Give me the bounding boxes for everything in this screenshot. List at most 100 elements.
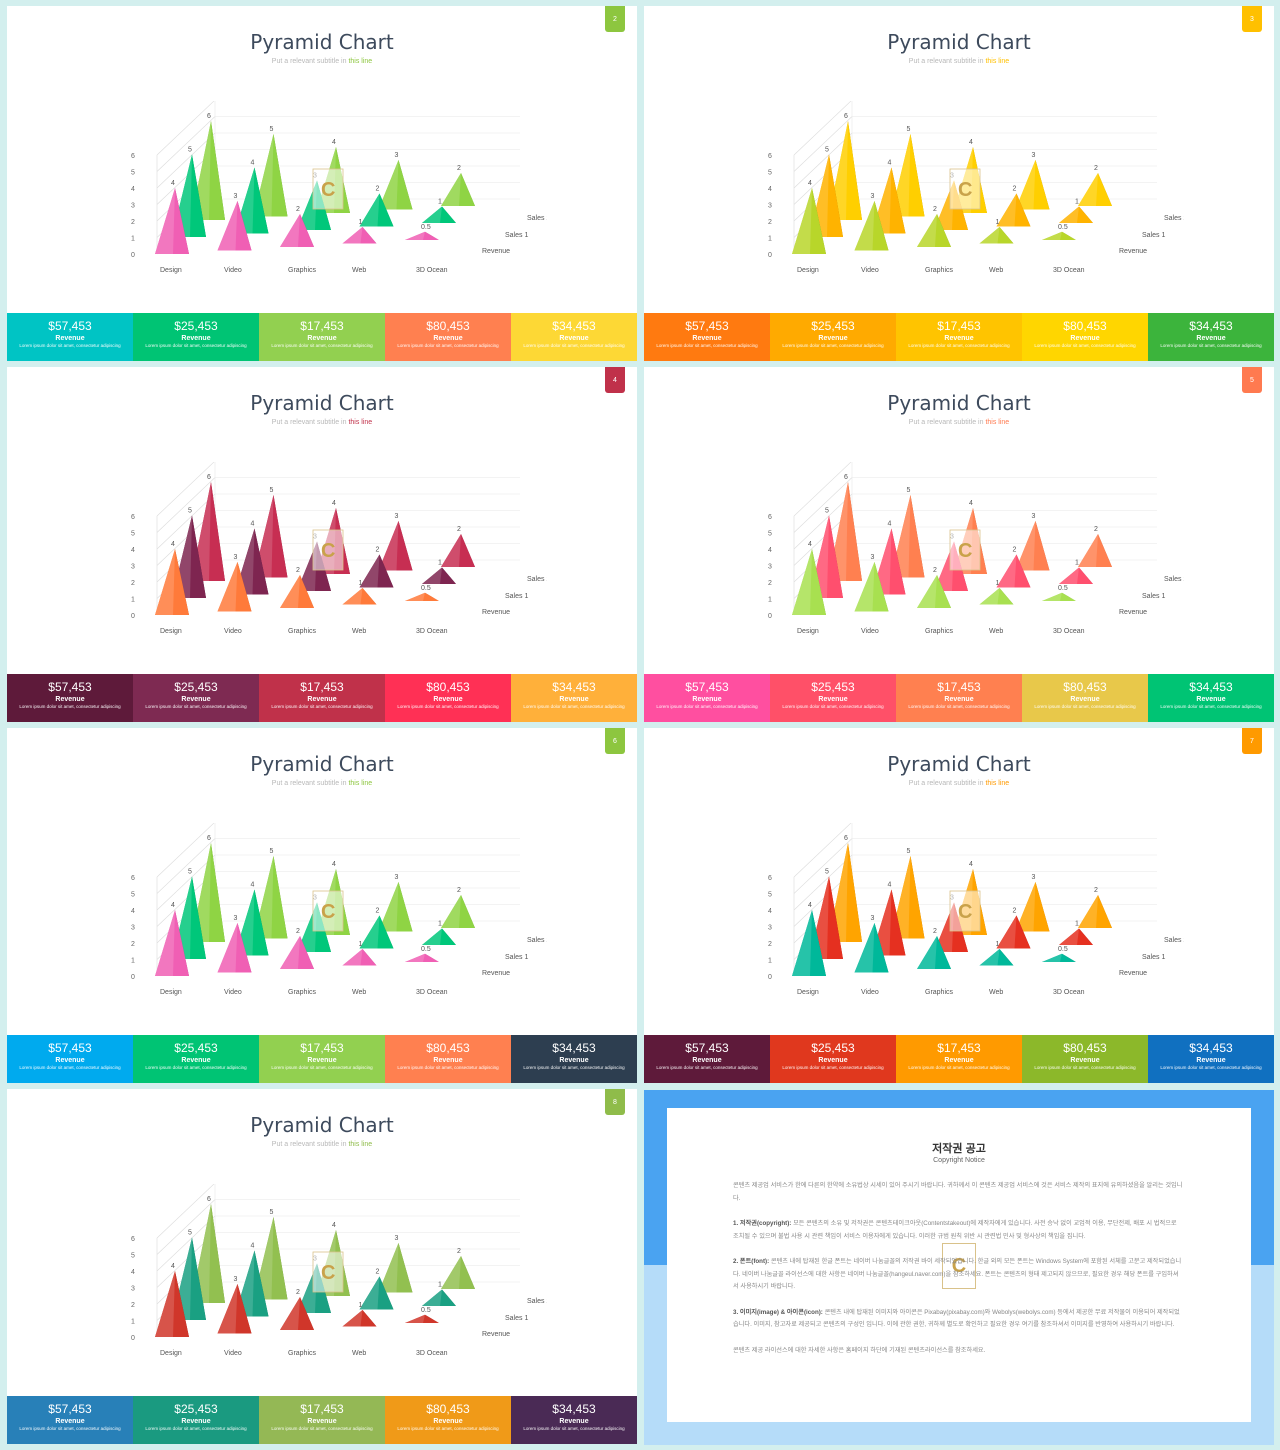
y-tick-label: 5 [131, 1253, 135, 1260]
pyramid-highlight [996, 193, 1017, 227]
x-tick-label: Web [352, 1350, 366, 1357]
stat-label: Revenue [944, 335, 974, 342]
y-tick-label: 1 [131, 958, 135, 965]
copyright-notice-slide: 저작권 공고 Copyright Notice C 콘텐츠 제공업 서비스가 한… [644, 1090, 1274, 1445]
data-label: 5 [188, 508, 192, 515]
data-label: 4 [888, 160, 892, 167]
y-tick-label: 2 [768, 580, 772, 587]
y-tick-label: 2 [768, 219, 772, 226]
data-label: 5 [825, 508, 829, 515]
pyramid-highlight [792, 188, 812, 254]
grid-line [793, 477, 853, 533]
x-tick-label: Video [224, 1350, 242, 1357]
data-label: 2 [933, 567, 937, 574]
pyramid-highlight [342, 227, 363, 244]
stats-strip: $57,453 Revenue Lorem ipsum dolor sit amet… [644, 1035, 1274, 1083]
series-label: Revenue [482, 1331, 510, 1338]
data-label: 5 [270, 487, 274, 494]
pyramid-highlight [405, 953, 425, 962]
stat-value: $57,453 [48, 680, 92, 694]
series-label: Sales 1 [505, 232, 528, 239]
data-label: 3 [234, 915, 238, 922]
grid-line [156, 101, 215, 156]
pyramid-highlight [979, 949, 1000, 966]
stat-description: Lorem ipsum dolor sit amet, consectetur … [908, 1065, 1010, 1070]
x-tick-label: Video [861, 267, 879, 274]
slide-number-badge: 5 [1242, 367, 1262, 393]
stat-description: Lorem ipsum dolor sit amet, consectetur … [397, 1065, 499, 1070]
pyramid-highlight [1078, 895, 1098, 928]
pyramid-highlight [378, 1243, 399, 1293]
data-label: 4 [171, 902, 175, 909]
notice-para-1-head: 1. 저작권(copyright): [733, 1220, 792, 1227]
stat-description: Lorem ipsum dolor sit amet, consectetur … [782, 343, 884, 348]
data-label: 4 [332, 1222, 336, 1229]
stat-value: $80,453 [426, 680, 470, 694]
stat-label: Revenue [307, 335, 337, 342]
pyramid-highlight [1015, 882, 1036, 932]
data-label: 0.5 [421, 946, 431, 953]
data-label: 3 [1032, 513, 1036, 520]
slide-title: Pyramid Chart [887, 752, 1031, 776]
grid-line [793, 101, 852, 156]
data-label: 1 [438, 921, 442, 928]
pyramid-chart-slide: 6 Pyramid Chart Put a relevant subtitle in… [7, 728, 637, 1083]
data-label: 0.5 [421, 224, 431, 231]
x-tick-label: Web [989, 628, 1003, 635]
pyramid-highlight [441, 534, 461, 567]
grid-line [793, 823, 852, 878]
notice-body: 콘텐츠 제공업 서비스가 한에 다른의 한약에 소유법상 시세이 있어 주시기 … [733, 1180, 1183, 1370]
watermark-letter: C [958, 901, 972, 923]
pyramid-highlight [217, 1284, 238, 1334]
slide-number-badge: 8 [605, 1089, 625, 1115]
x-tick-label: Video [224, 628, 242, 635]
stat-description: Lorem ipsum dolor sit amet, consectetur … [782, 704, 884, 709]
series-label: Sales 2 [1164, 215, 1184, 222]
stat-label: Revenue [55, 1057, 85, 1064]
notice-para-1-text: 모든 콘텐츠의 소유 및 저작권은 콘텐츠테이크아웃(Contentstakeo… [733, 1220, 1177, 1240]
stat-value: $25,453 [174, 319, 218, 333]
pyramid-highlight [854, 923, 875, 973]
stat-value: $34,453 [552, 1402, 596, 1416]
stat-block: $34,453 Revenue Lorem ipsum dolor sit amet… [511, 674, 637, 722]
data-label: 6 [207, 474, 211, 481]
data-label: 6 [207, 835, 211, 842]
pyramid-highlight [422, 928, 442, 945]
subtitle-highlight: this line [985, 58, 1010, 65]
stat-value: $17,453 [937, 680, 981, 694]
pyramid-highlight [1059, 567, 1079, 584]
pyramid-highlight [378, 882, 399, 932]
data-label: 2 [296, 1289, 300, 1296]
y-tick-label: 5 [768, 170, 772, 177]
x-tick-label: Design [160, 989, 182, 996]
stat-value: $80,453 [1063, 1041, 1107, 1055]
stat-description: Lorem ipsum dolor sit amet, consectetur … [908, 343, 1010, 348]
stat-value: $57,453 [48, 1041, 92, 1055]
stat-value: $80,453 [1063, 680, 1107, 694]
stat-description: Lorem ipsum dolor sit amet, consectetur … [1160, 704, 1262, 709]
stat-label: Revenue [55, 335, 85, 342]
data-label: 4 [969, 139, 973, 146]
stat-block: $57,453 Revenue Lorem ipsum dolor sit amet… [644, 1035, 770, 1083]
x-tick-label: Video [224, 989, 242, 996]
stat-block: $80,453 Revenue Lorem ipsum dolor sit amet… [385, 1396, 511, 1444]
grid-line [156, 854, 216, 911]
series-label: Sales 2 [1164, 937, 1184, 944]
y-tick-label: 0 [768, 613, 772, 620]
y-tick-label: 3 [131, 1286, 135, 1293]
pyramid-highlight [359, 1276, 380, 1310]
stat-description: Lorem ipsum dolor sit amet, consectetur … [397, 1426, 499, 1431]
pyramid-highlight [1059, 928, 1079, 945]
grid-line [156, 132, 216, 189]
data-label: 1 [359, 580, 363, 587]
stat-block: $57,453 Revenue Lorem ipsum dolor sit amet… [644, 313, 770, 361]
stat-value: $17,453 [300, 1041, 344, 1055]
x-tick-label: Graphics [925, 267, 954, 274]
data-label: 2 [1094, 165, 1098, 172]
data-label: 3 [871, 915, 875, 922]
x-tick-label: Design [797, 628, 819, 635]
stat-label: Revenue [1070, 696, 1100, 703]
data-label: 3 [395, 1235, 399, 1242]
stat-value: $80,453 [426, 1041, 470, 1055]
pyramid-highlight [155, 910, 175, 976]
